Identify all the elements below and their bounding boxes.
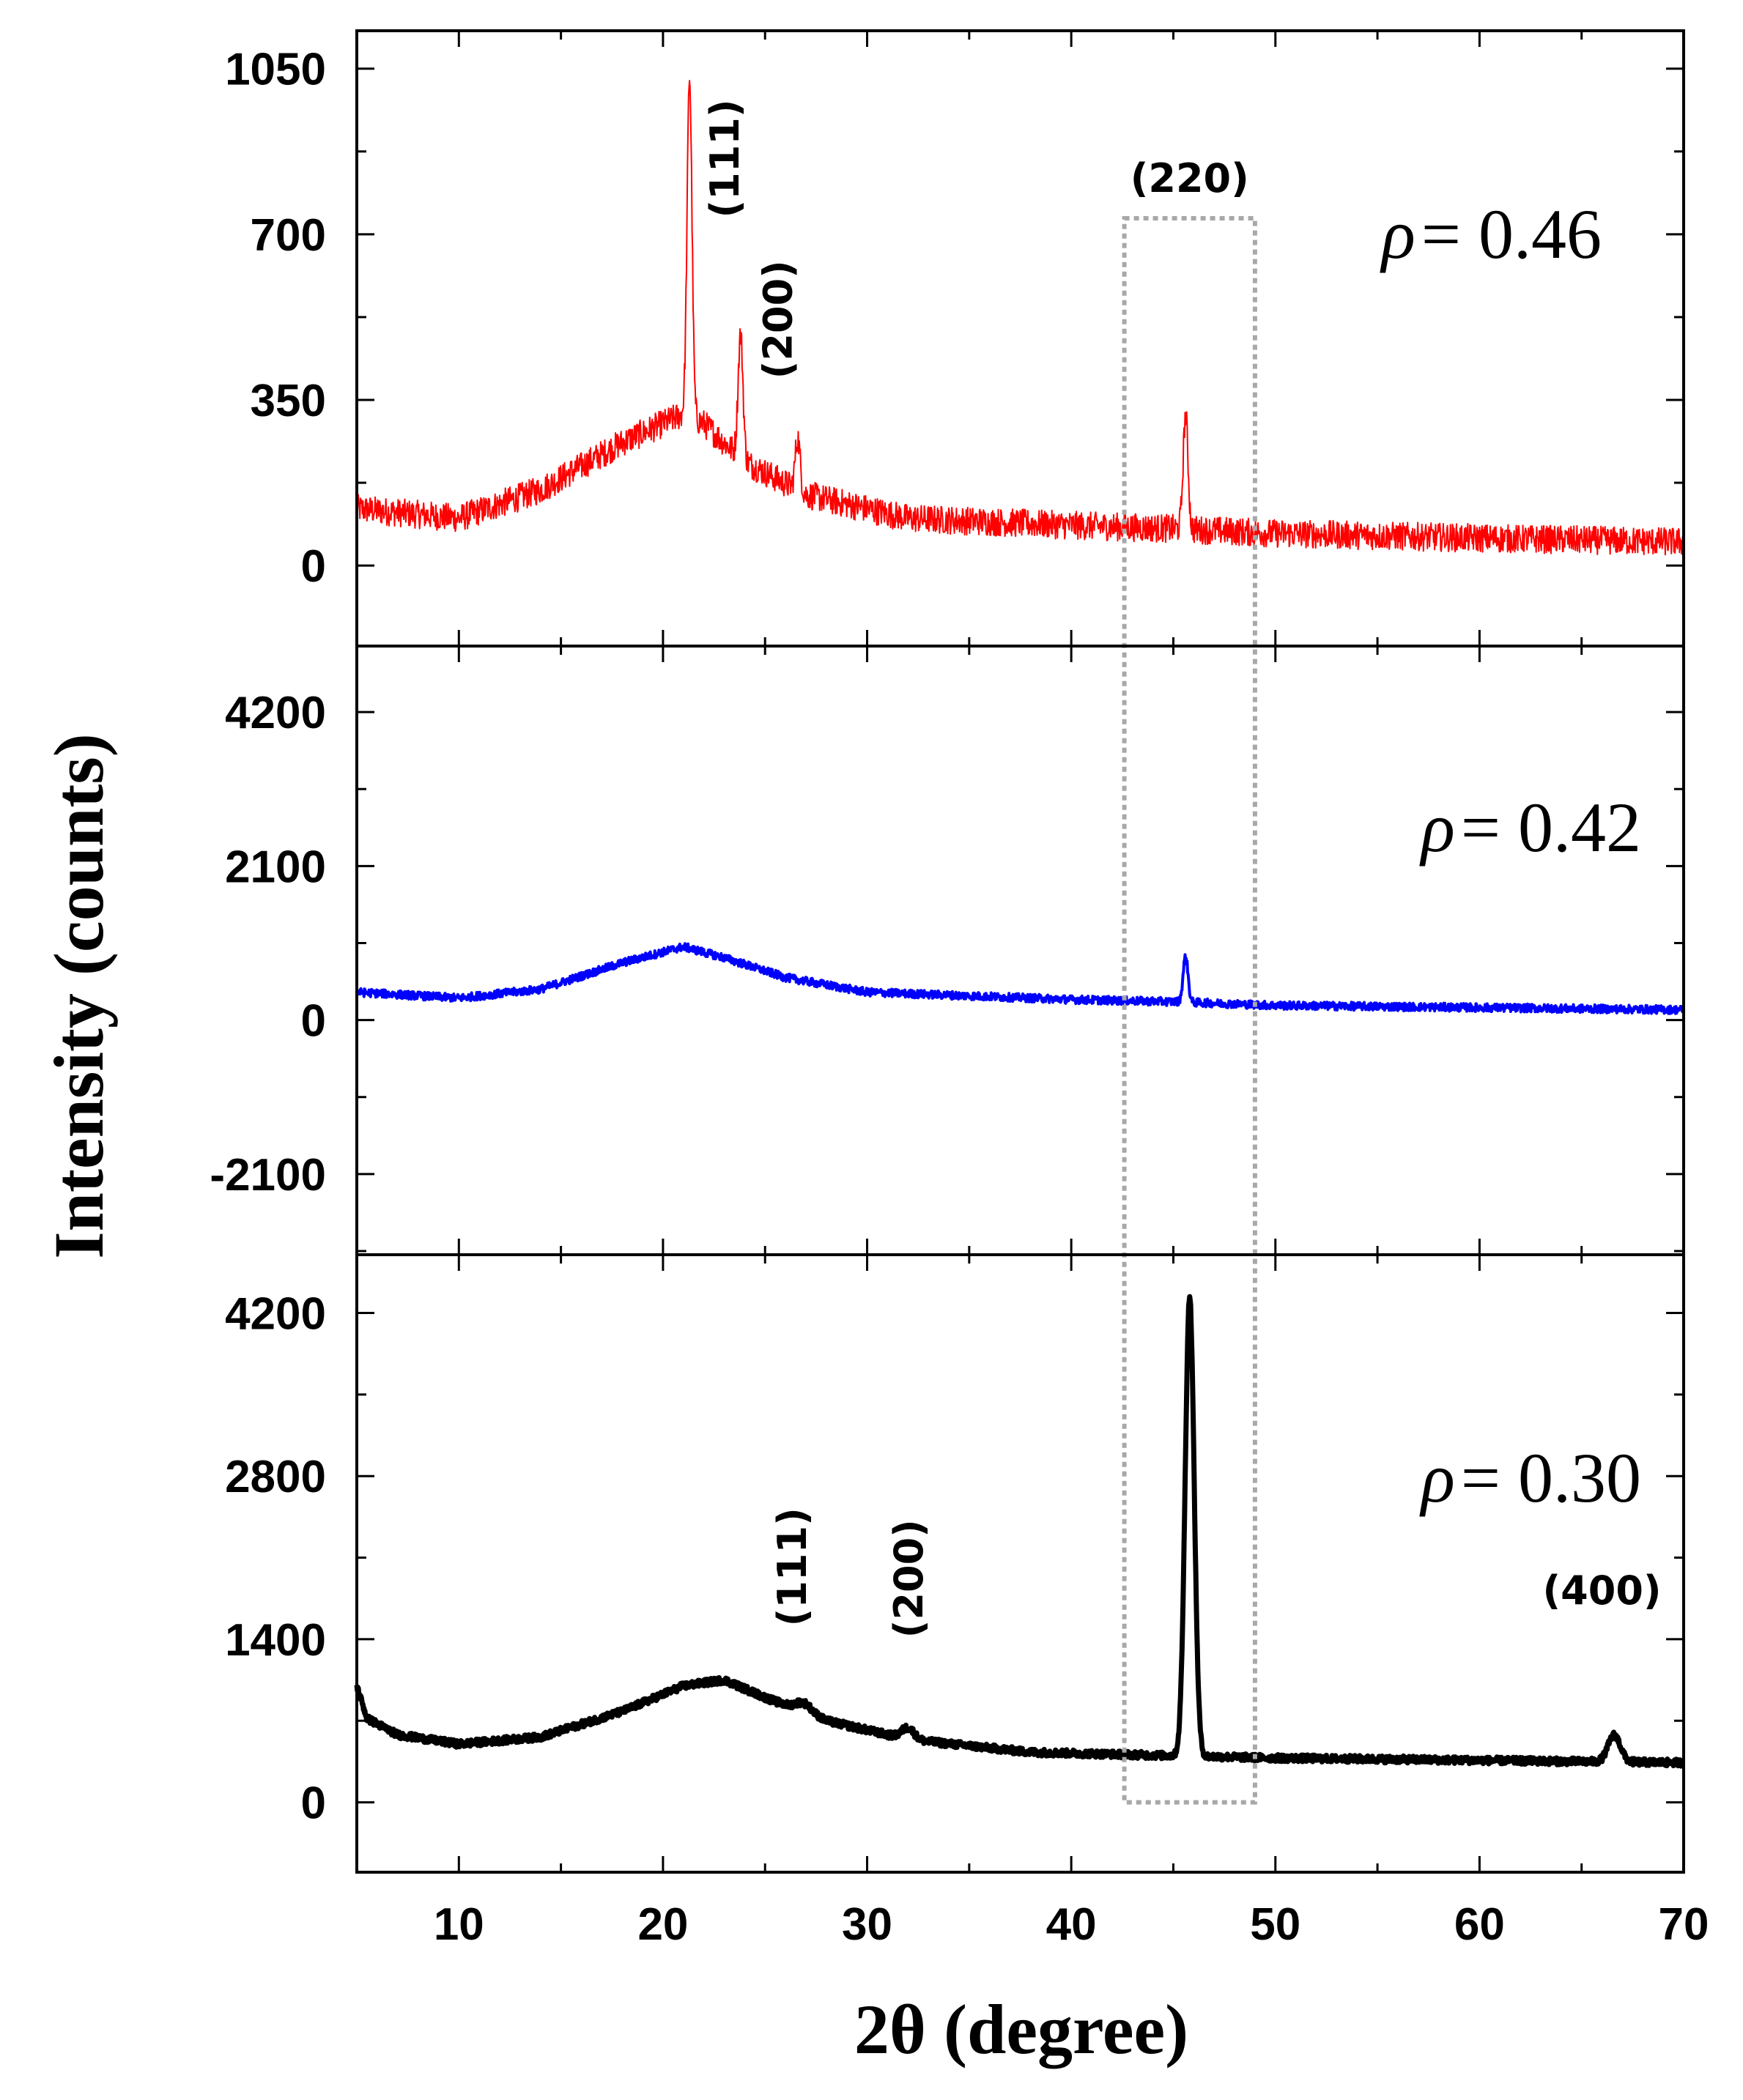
panel-frame-top bbox=[355, 29, 1685, 648]
rho-symbol: ρ bbox=[1380, 195, 1416, 273]
rho-value: = 0.46 bbox=[1421, 195, 1602, 273]
peak-annotation: (111) bbox=[702, 99, 748, 218]
x-tick-label: 10 bbox=[434, 1899, 484, 1950]
peak-annotation: (111) bbox=[769, 1507, 815, 1626]
peak-annotation: (200) bbox=[755, 260, 801, 379]
series-line-top bbox=[356, 80, 1684, 556]
y-tick-label: 350 bbox=[251, 376, 326, 426]
x-tick-label: 40 bbox=[1046, 1899, 1097, 1950]
rho-symbol: ρ bbox=[1419, 1439, 1455, 1517]
y-axis-title: Intensity (counts) bbox=[40, 733, 118, 1258]
y-tick-label: 700 bbox=[251, 210, 326, 261]
y-tick-label: 4200 bbox=[225, 1289, 326, 1340]
y-tick-label: 2100 bbox=[225, 842, 326, 892]
peak-annotation: (200) bbox=[886, 1519, 932, 1638]
rho-value: = 0.42 bbox=[1461, 788, 1641, 867]
series-line-bottom bbox=[354, 1294, 1686, 1769]
x-tick-label: 50 bbox=[1250, 1899, 1300, 1950]
series-line-middle bbox=[355, 942, 1685, 1015]
x-tick-label: 70 bbox=[1659, 1899, 1709, 1950]
x-tick-label: 60 bbox=[1454, 1899, 1505, 1950]
peak-annotation: (400) bbox=[1543, 1567, 1662, 1614]
x-axis-title: 2θ (degree) bbox=[854, 1990, 1188, 2069]
x-tick-label: 30 bbox=[842, 1899, 892, 1950]
series-label-top: ρ= 0.46 bbox=[1380, 195, 1602, 273]
rho-symbol: ρ bbox=[1419, 788, 1455, 867]
series-label-middle: ρ= 0.42 bbox=[1419, 788, 1641, 867]
y-tick-label: 1400 bbox=[225, 1615, 326, 1666]
y-tick-label: 0 bbox=[301, 541, 326, 592]
rho-value: = 0.30 bbox=[1461, 1439, 1641, 1517]
highlight-box-220 bbox=[1122, 216, 1257, 1805]
x-tick-label: 20 bbox=[637, 1899, 688, 1950]
panel-frame-bottom bbox=[355, 1253, 1685, 1874]
y-tick-label: 2800 bbox=[225, 1452, 326, 1502]
y-tick-label: 1050 bbox=[225, 45, 326, 95]
y-tick-label: 0 bbox=[301, 996, 326, 1047]
y-tick-label: 4200 bbox=[225, 688, 326, 738]
y-tick-label: 0 bbox=[301, 1778, 326, 1829]
panel-frame-middle bbox=[355, 645, 1685, 1256]
highlight-box-label: (220) bbox=[1130, 155, 1249, 201]
series-label-bottom: ρ= 0.30 bbox=[1419, 1439, 1641, 1517]
y-tick-label: -2100 bbox=[210, 1150, 326, 1201]
